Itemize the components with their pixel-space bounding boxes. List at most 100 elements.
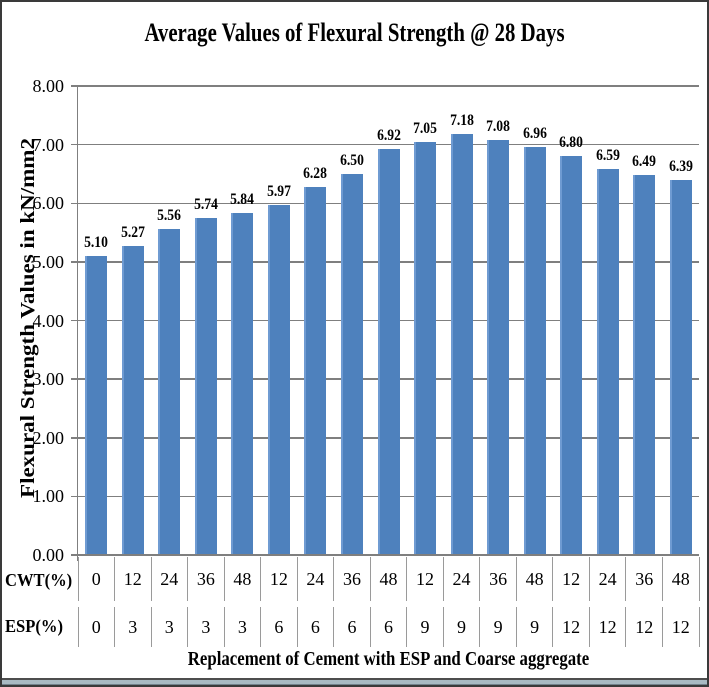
bar-value-label: 5.97 xyxy=(267,183,291,200)
bar-value-label: 6.92 xyxy=(376,127,401,145)
category-cell: 36 xyxy=(196,569,215,589)
y-tick-label: 6.00 xyxy=(32,193,65,214)
category-cell: 0 xyxy=(91,569,101,589)
bar xyxy=(633,174,656,555)
category-row-label-cwt: CWT(%) xyxy=(5,570,73,590)
column-separator xyxy=(515,607,517,647)
chart-title: Average Values of Flexural Strength @ 28… xyxy=(144,18,565,47)
gridline xyxy=(78,85,699,87)
bar-value-label: 6.50 xyxy=(340,151,364,169)
column-separator xyxy=(588,607,590,647)
category-cell: 3 xyxy=(128,617,138,637)
column-separator xyxy=(114,557,116,601)
category-cell: 24 xyxy=(598,569,617,589)
bar xyxy=(267,205,290,555)
column-separator xyxy=(333,607,335,647)
bar xyxy=(121,246,144,555)
column-separator xyxy=(406,607,408,647)
column-separator xyxy=(406,557,408,601)
y-tick-mark xyxy=(71,143,78,146)
category-row-label-esp: ESP(%) xyxy=(5,616,63,636)
bar xyxy=(85,256,108,555)
bar xyxy=(304,186,327,555)
column-separator xyxy=(698,607,700,647)
column-separator xyxy=(552,557,554,601)
category-cell: 12 xyxy=(269,569,288,589)
column-separator xyxy=(187,607,189,647)
y-tick-mark xyxy=(71,261,78,263)
y-tick-mark xyxy=(71,85,78,87)
bar xyxy=(194,218,217,555)
category-cell: 12 xyxy=(562,617,581,637)
category-cell: 3 xyxy=(164,617,174,637)
column-separator xyxy=(114,607,116,647)
bar xyxy=(487,139,510,555)
bar xyxy=(669,180,692,555)
category-cell: 9 xyxy=(420,617,430,637)
column-separator xyxy=(515,557,517,601)
category-cell: 48 xyxy=(379,569,398,589)
x-axis-line xyxy=(76,554,699,556)
column-separator xyxy=(77,607,79,647)
x-axis-title: Replacement of Cement with ESP and Coars… xyxy=(187,648,590,670)
y-tick-mark xyxy=(71,495,78,498)
column-separator xyxy=(479,557,481,601)
column-separator xyxy=(661,607,663,647)
column-separator xyxy=(625,557,627,601)
column-separator xyxy=(552,607,554,647)
bar xyxy=(450,134,473,555)
category-cell: 12 xyxy=(416,569,434,589)
bar xyxy=(596,168,619,555)
column-separator xyxy=(187,557,189,601)
bar xyxy=(523,146,546,555)
category-cell: 12 xyxy=(635,617,654,637)
bar xyxy=(340,173,363,555)
y-tick-mark xyxy=(71,202,78,204)
y-axis-line xyxy=(76,86,78,561)
category-cell: 9 xyxy=(457,617,467,637)
column-separator xyxy=(150,607,152,647)
category-cell: 6 xyxy=(310,617,320,637)
y-tick-mark xyxy=(71,378,78,380)
y-tick-label: 0.00 xyxy=(32,545,65,565)
category-cell: 6 xyxy=(274,617,284,637)
column-separator xyxy=(661,557,663,601)
column-separator xyxy=(77,557,79,601)
bar-value-label: 6.39 xyxy=(668,158,693,176)
y-tick-mark xyxy=(71,319,78,322)
bar xyxy=(377,149,400,555)
category-cell: 6 xyxy=(383,617,393,637)
column-separator xyxy=(369,607,371,647)
y-tick-label: 3.00 xyxy=(32,369,65,390)
bar xyxy=(231,212,254,555)
bar xyxy=(414,141,437,555)
category-cell: 36 xyxy=(342,569,361,589)
category-cell: 24 xyxy=(160,569,179,589)
category-cell: 48 xyxy=(671,569,690,589)
bar-value-label: 6.96 xyxy=(522,124,547,142)
column-separator xyxy=(260,557,262,601)
bar-value-label: 6.59 xyxy=(595,146,620,164)
category-cell: 3 xyxy=(237,617,247,637)
column-separator xyxy=(333,557,335,601)
category-cell: 9 xyxy=(493,617,503,637)
y-tick-label: 1.00 xyxy=(32,486,65,507)
column-separator xyxy=(442,607,444,647)
bar xyxy=(560,156,583,555)
column-separator xyxy=(296,607,298,647)
category-cell: 24 xyxy=(452,569,471,589)
category-cell: 9 xyxy=(530,617,540,637)
category-cell: 48 xyxy=(525,569,544,589)
bar-value-label: 5.84 xyxy=(230,190,255,208)
category-cell: 24 xyxy=(306,569,325,589)
category-cell: 36 xyxy=(489,569,508,589)
window-bottom-edge xyxy=(2,678,707,685)
y-tick-label: 8.00 xyxy=(32,76,65,96)
y-tick-mark xyxy=(71,437,78,439)
column-separator xyxy=(369,557,371,601)
category-cell: 12 xyxy=(562,569,581,589)
y-tick-label: 4.00 xyxy=(32,310,65,331)
y-tick-label: 7.00 xyxy=(32,134,65,155)
column-separator xyxy=(479,607,481,647)
